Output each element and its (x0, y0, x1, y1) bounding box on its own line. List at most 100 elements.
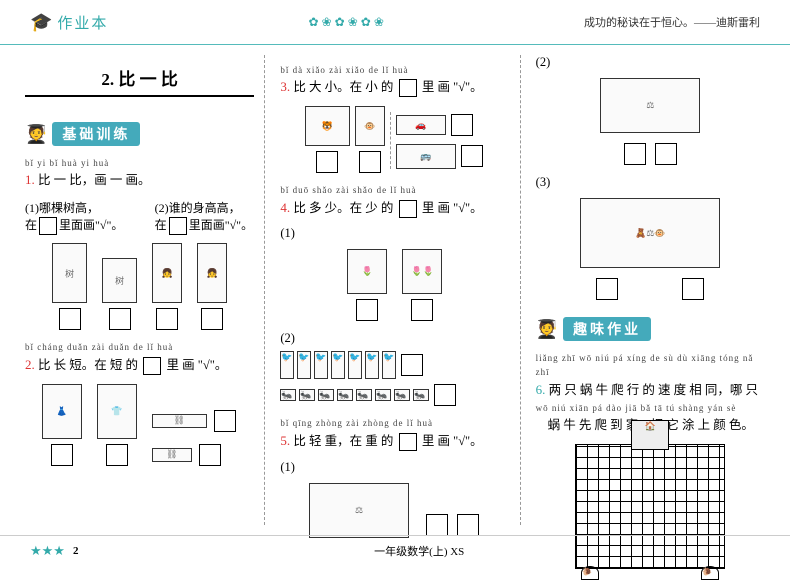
answer-box[interactable] (156, 308, 178, 330)
ant-icon: 🐜 (318, 389, 334, 401)
q6-pinyin2: wō niú xiān pá dào jiā bǎ tā tú shàng yá… (536, 401, 765, 415)
answer-box[interactable] (451, 114, 473, 136)
flowerpot-icon: 🌷 (347, 249, 387, 294)
column-2: bǐ dà xiǎo zài xiǎo de lǐ huà 3. 比 大 小。在… (280, 55, 520, 525)
balance-scale-icon: ⚖ (309, 483, 409, 538)
answer-box[interactable] (399, 433, 417, 451)
answer-box[interactable] (461, 145, 483, 167)
balance-scale-icon: ⚖ (600, 78, 700, 133)
answer-box[interactable] (106, 444, 128, 466)
q4-text-b: 里 画 "√"。 (422, 201, 483, 215)
banner-label: 趣味作业 (563, 317, 651, 341)
ant-icon: 🐜 (299, 389, 315, 401)
answer-box[interactable] (214, 410, 236, 432)
answer-box[interactable] (143, 357, 161, 375)
chain-short-icon: ⛓ (152, 448, 192, 462)
question-4: bǐ duō shǎo zài shǎo de lǐ huà 4. 比 多 少。… (280, 183, 509, 218)
bird-icon: 🐦 (365, 351, 379, 379)
dress-icon: 👗 (42, 384, 82, 439)
question-2: bǐ cháng duǎn zài duǎn de lǐ huà 2. 比 长 … (25, 340, 254, 375)
tree-short-icon: 树 (102, 258, 137, 303)
tree-short-group: 树 (102, 258, 137, 332)
q5-sub1-images: ⚖ (280, 483, 509, 538)
sweater-group: 👕 (97, 384, 137, 468)
answer-box[interactable] (411, 299, 433, 321)
q5-sub2-label: (2) (536, 55, 765, 70)
answer-box[interactable] (39, 217, 57, 235)
ant-icon: 🐜 (394, 389, 410, 401)
q4-sub1-label: (1) (280, 226, 509, 241)
q5-text-a: 比 轻 重，在 重 的 (293, 434, 393, 448)
answer-box[interactable] (457, 514, 479, 536)
q3-text-a: 比 大 小。在 小 的 (293, 80, 393, 94)
scholar-icon: 🧑‍🎓 (536, 319, 558, 340)
q1-number: 1. (25, 172, 35, 187)
q1-pinyin: bǐ yi bǐ huà yi huà (25, 156, 254, 170)
answer-box[interactable] (399, 200, 417, 218)
snail-right-icon: 🐌 (701, 566, 719, 580)
ant-icon: 🐜 (413, 389, 429, 401)
bird-icon: 🐦 (314, 351, 328, 379)
answer-box[interactable] (169, 217, 187, 235)
answer-box[interactable] (51, 444, 73, 466)
house-icon: 🏠 (631, 420, 669, 450)
main-content: 2. 比 一 比 🧑‍🎓 基础训练 bǐ yi bǐ huà yi huà 1.… (0, 45, 790, 525)
q1-images: 树 树 👧 👧 (25, 243, 254, 332)
chain-long-icon: ⛓ (152, 414, 207, 428)
scholar-icon: 🧑‍🎓 (25, 124, 47, 145)
bus-icon: 🚌 (396, 144, 456, 169)
q6-pinyin1: liǎng zhī wō niú pá xíng de sù dù xiāng … (536, 351, 765, 380)
answer-box[interactable] (201, 308, 223, 330)
girl-on-stool-icon: 👧 (197, 243, 227, 303)
q1-sub2-a: (2)谁的身高高， (155, 199, 255, 216)
flowerpot-icon: 🌷🌷 (402, 249, 442, 294)
answer-box[interactable] (434, 384, 456, 406)
bird-icon: 🐦 (331, 351, 345, 379)
question-3: bǐ dà xiǎo zài xiǎo de lǐ huà 3. 比 大 小。在… (280, 63, 509, 98)
q1-text: 比 一 比，画 一 画。 (38, 173, 151, 187)
q4-number: 4. (280, 200, 290, 215)
car-icon: 🚗 (396, 115, 446, 135)
answer-box[interactable] (359, 151, 381, 173)
q6-text1: 两 只 蜗 牛 爬 行 的 速 度 相 同，哪 只 (549, 383, 758, 397)
answer-box[interactable] (399, 79, 417, 97)
bird-icon: 🐦 (297, 351, 311, 379)
q4-pinyin: bǐ duō shǎo zài shǎo de lǐ huà (280, 183, 509, 197)
dress-group: 👗 (42, 384, 82, 468)
header-quote: 成功的秘诀在于恒心。——迪斯雷利 (584, 14, 760, 30)
ant-icon: 🐜 (375, 389, 391, 401)
answer-box[interactable] (59, 308, 81, 330)
q3-number: 3. (280, 79, 290, 94)
answer-box[interactable] (426, 514, 448, 536)
q5-sub3-label: (3) (536, 175, 765, 190)
seesaw-icon: 🧸⚖🐵 (580, 198, 720, 268)
header-decoration: ✿ ❀ ✿ ❀ ✿ ❀ (108, 15, 584, 30)
answer-box[interactable] (109, 308, 131, 330)
question-5: bǐ qīng zhòng zài zhòng de lǐ huà 5. 比 轻… (280, 416, 509, 451)
q5-sub3-images: 🧸⚖🐵 (536, 198, 765, 268)
answer-box[interactable] (596, 278, 618, 300)
q3-pinyin: bǐ dà xiǎo zài xiǎo de lǐ huà (280, 63, 509, 77)
person2-group: 👧 (197, 243, 227, 332)
answer-box[interactable] (199, 444, 221, 466)
q6-number: 6. (536, 382, 546, 397)
section-title: 2. 比 一 比 (25, 65, 254, 97)
q2-images: 👗 👕 ⛓ ⛓ (25, 384, 254, 468)
answer-box[interactable] (624, 143, 646, 165)
sweater-icon: 👕 (97, 384, 137, 439)
answer-box[interactable] (356, 299, 378, 321)
q1-subquestions: (1)哪棵树高， 在里面画"√"。 (2)谁的身高高， 在里面画"√"。 (25, 199, 254, 235)
answer-box[interactable] (401, 354, 423, 376)
q2-number: 2. (25, 357, 35, 372)
workbook-label: 作业本 (57, 12, 108, 33)
answer-box[interactable] (655, 143, 677, 165)
answer-box[interactable] (682, 278, 704, 300)
q3-images: 🐯 🐵 🚗 🚌 (280, 106, 509, 175)
ant-icon: 🐜 (337, 389, 353, 401)
q1-sub1: (1)哪棵树高， 在里面画"√"。 (25, 199, 125, 235)
q4-text-a: 比 多 少。在 少 的 (293, 201, 393, 215)
ant-icon: 🐜 (356, 389, 372, 401)
q2-text-b: 里 画 "√"。 (167, 358, 228, 372)
answer-box[interactable] (316, 151, 338, 173)
column-3: (2) ⚖ (3) 🧸⚖🐵 🧑‍🎓 趣味作业 liǎng zhī wō niú … (536, 55, 765, 525)
